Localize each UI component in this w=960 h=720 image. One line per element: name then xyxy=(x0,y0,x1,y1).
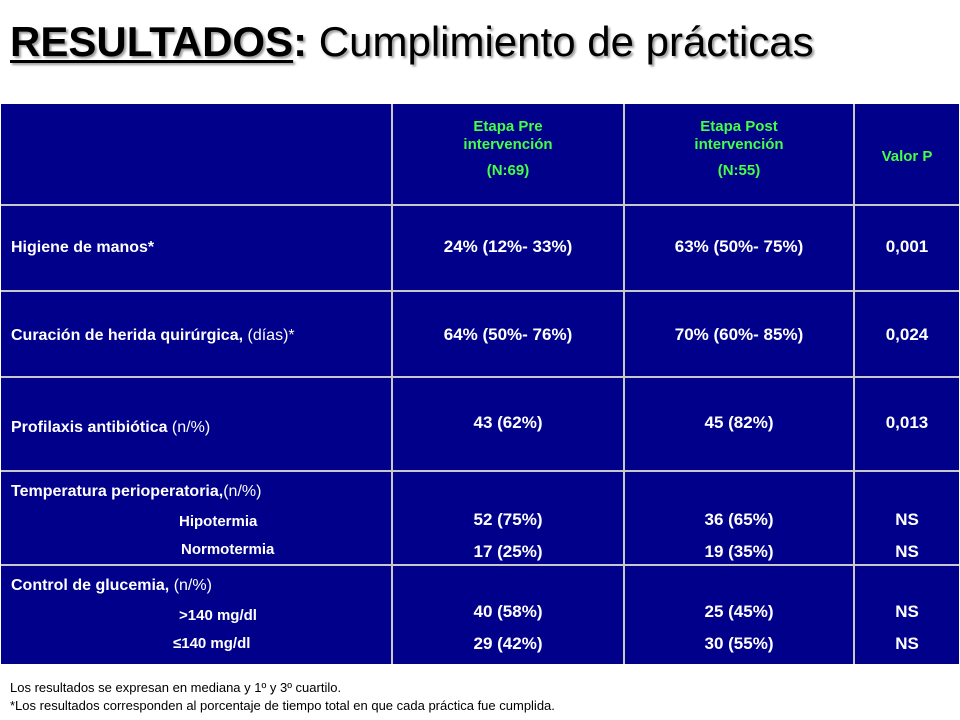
value-post-2: 30 (55%) xyxy=(704,634,774,653)
header-post-n: (N:55) xyxy=(717,162,761,179)
value-pre: 52 (75%) 17 (25%) xyxy=(393,510,623,561)
header-post: Etapa Post intervención (N:55) xyxy=(625,118,853,180)
row-label: Higiene de manos* xyxy=(11,238,389,257)
row-label-text: Control de glucemia, xyxy=(11,577,170,594)
value-post-1: 36 (65%) xyxy=(704,510,774,529)
slide-title: RESULTADOS: Cumplimiento de prácticas xyxy=(10,18,950,78)
value-p: NS NS xyxy=(855,602,959,653)
header-pre-n: (N:69) xyxy=(486,162,530,179)
row-label-text: Profilaxis antibiótica xyxy=(11,419,168,436)
value-p: 0,001 xyxy=(885,237,929,256)
header-pre: Etapa Pre intervención (N:69) xyxy=(393,118,623,180)
row-divider xyxy=(1,470,959,472)
value-post: 25 (45%) 30 (55%) xyxy=(625,602,853,653)
sub-label: ≤140 mg/dl xyxy=(173,635,251,652)
col-divider xyxy=(391,104,393,664)
row-label: Profilaxis antibiótica (n/%) xyxy=(11,418,389,437)
value-pre: 43 (62%) xyxy=(473,413,543,432)
row-label: Temperatura perioperatoria,(n/%) xyxy=(11,482,389,501)
value-post-1: 25 (45%) xyxy=(704,602,774,621)
col-divider xyxy=(853,104,855,664)
footnotes: Los resultados se expresan en mediana y … xyxy=(10,679,950,715)
value-pre-2: 29 (42%) xyxy=(473,634,543,653)
value-p: NS NS xyxy=(855,510,959,561)
title-colon: : xyxy=(293,18,308,65)
value-pre-1: 52 (75%) xyxy=(473,510,543,529)
row-label: Curación de herida quirúrgica, (días)* xyxy=(11,326,389,345)
value-post: 70% (60%- 85%) xyxy=(674,325,804,344)
title-rest: Cumplimiento de prácticas xyxy=(307,18,814,65)
value-pre-2: 17 (25%) xyxy=(473,542,543,561)
value-post: 63% (50%- 75%) xyxy=(674,237,804,256)
header-p: Valor P xyxy=(881,148,933,165)
header-pre-line2: intervención xyxy=(463,136,553,153)
row-divider xyxy=(1,376,959,378)
row-divider xyxy=(1,290,959,292)
value-post-2: 19 (35%) xyxy=(704,542,774,561)
value-p-1: NS xyxy=(895,602,919,621)
footnote: Los resultados se expresan en mediana y … xyxy=(10,680,342,695)
col-divider xyxy=(623,104,625,664)
row-label-suffix: (días)* xyxy=(243,327,295,344)
row-label-suffix: (n/%) xyxy=(169,577,212,594)
row-label-text: Higiene de manos* xyxy=(11,239,155,256)
header-pre-line1: Etapa Pre xyxy=(473,118,543,135)
row-divider xyxy=(1,564,959,566)
value-pre: 64% (50%- 76%) xyxy=(443,325,573,344)
footnote: *Los resultados corresponden al porcenta… xyxy=(10,698,555,713)
sub-label: Normotermia xyxy=(181,541,275,558)
sub-label: >140 mg/dl xyxy=(179,607,257,624)
value-p-2: NS xyxy=(895,542,919,561)
row-label-text: Curación de herida quirúrgica, xyxy=(11,327,244,344)
results-table: Etapa Pre intervención (N:69) Etapa Post… xyxy=(1,104,959,664)
value-p: 0,013 xyxy=(885,413,929,432)
value-p-1: NS xyxy=(895,510,919,529)
row-divider xyxy=(1,204,959,206)
row-label: Control de glucemia, (n/%) xyxy=(11,576,389,595)
value-pre: 40 (58%) 29 (42%) xyxy=(393,602,623,653)
sub-label: Hipotermia xyxy=(179,513,258,530)
value-p-2: NS xyxy=(895,634,919,653)
value-pre-1: 40 (58%) xyxy=(473,602,543,621)
value-post: 36 (65%) 19 (35%) xyxy=(625,510,853,561)
row-label-text: Temperatura perioperatoria, xyxy=(11,483,224,500)
title-strong: RESULTADOS xyxy=(10,18,294,65)
value-post: 45 (82%) xyxy=(704,413,774,432)
row-label-suffix: (n/%) xyxy=(167,419,211,436)
header-post-line2: intervención xyxy=(694,136,784,153)
value-p: 0,024 xyxy=(885,325,929,344)
header-post-line1: Etapa Post xyxy=(700,118,778,135)
row-label-suffix: (n/%) xyxy=(223,483,262,500)
value-pre: 24% (12%- 33%) xyxy=(443,237,573,256)
